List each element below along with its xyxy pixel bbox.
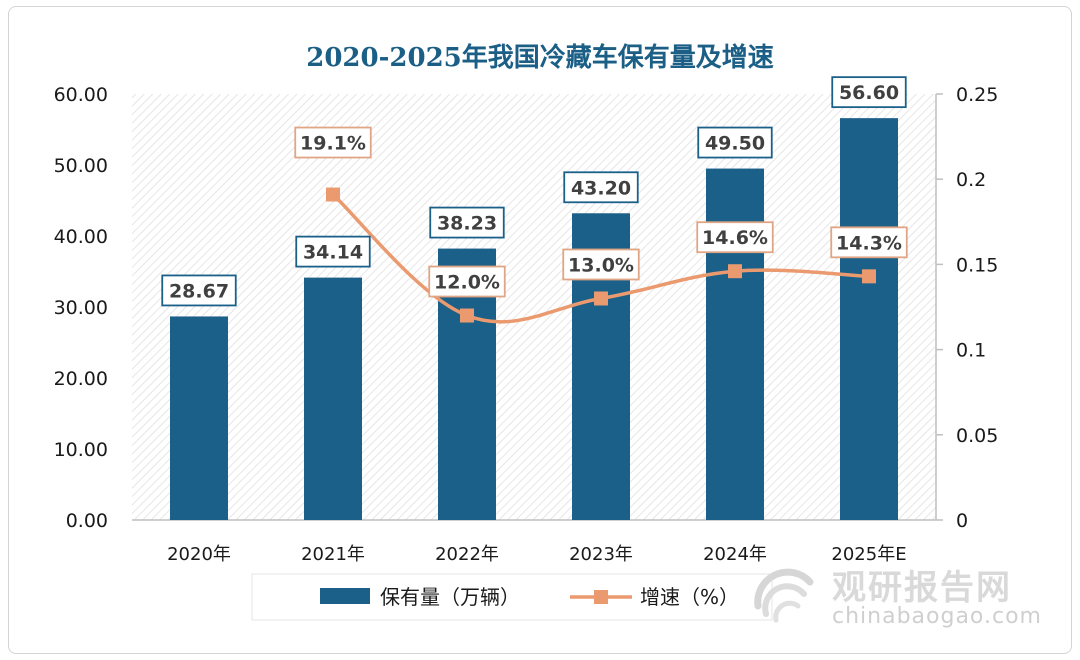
bar-data-label-box xyxy=(563,171,639,204)
line-marker xyxy=(326,187,340,202)
line-data-label-box xyxy=(696,221,774,254)
line-marker xyxy=(862,269,876,284)
bar xyxy=(706,168,764,521)
x-tick-label: 2021年 xyxy=(301,544,365,565)
y-right-tick-label: 0.25 xyxy=(956,84,998,106)
x-tick-label: 2023年 xyxy=(569,544,633,565)
bar xyxy=(170,316,228,520)
x-tick-label: 2024年 xyxy=(703,544,767,565)
line-data-label-box xyxy=(562,248,640,281)
bar-data-label-box xyxy=(697,126,773,159)
y-right-tick-label: 0.15 xyxy=(956,254,998,276)
bar-data-label: 49.50 xyxy=(705,133,765,155)
line-data-label: 19.1% xyxy=(300,133,366,155)
data-labels: 28.67 34.14 38.23 43.20 49.50 56.60 19.1% 12.0%… xyxy=(161,76,908,307)
axes: 0.00 10.00 20.00 30.00 40.00 50.00 60.00 0 0.05 0… xyxy=(54,84,999,565)
bar-data-label-box xyxy=(161,274,237,307)
y-left-tick-label: 0.00 xyxy=(66,510,108,532)
x-tick-label: 2022年 xyxy=(435,544,499,565)
y-left-tick-label: 30.00 xyxy=(54,297,108,319)
bar-data-label: 56.60 xyxy=(839,82,899,104)
line-marker xyxy=(728,264,742,279)
line-data-label-box xyxy=(830,226,908,259)
legend: 保有量（万辆） 增速（%） xyxy=(251,573,773,621)
bar-data-label: 34.14 xyxy=(303,242,363,264)
line-data-label: 14.3% xyxy=(836,232,902,254)
y-left-tick-label: 60.00 xyxy=(54,84,108,106)
y-left-tick-label: 50.00 xyxy=(54,155,108,177)
y-right-tick-label: 0.05 xyxy=(956,425,998,447)
watermark-logo-icon xyxy=(754,568,814,623)
y-left-tick-label: 10.00 xyxy=(54,439,108,461)
y-left-tick-label: 20.00 xyxy=(54,368,108,390)
x-tick-label: 2020年 xyxy=(167,544,231,565)
legend-swatch-bar xyxy=(320,588,370,604)
bar-data-label: 38.23 xyxy=(437,213,497,235)
x-tick-label: 2025年E xyxy=(831,544,906,565)
bar xyxy=(840,118,898,520)
watermark: 观研报告网 chinabaogao.com xyxy=(752,560,1052,640)
line-data-label-box xyxy=(294,126,372,159)
chart-title: 2020-2025年我国冷藏车保有量及增速 xyxy=(306,42,774,73)
bar-data-label-box xyxy=(429,206,505,239)
line-marker xyxy=(594,291,608,306)
line-series xyxy=(326,187,876,324)
legend-label-bar: 保有量（万辆） xyxy=(380,585,520,609)
bar-data-label-box xyxy=(295,235,371,268)
line-marker xyxy=(460,308,474,323)
line-data-label: 12.0% xyxy=(434,272,500,294)
line-data-label: 14.6% xyxy=(702,227,768,249)
bar-data-label-box xyxy=(831,76,907,109)
bar-data-label: 28.67 xyxy=(169,280,229,302)
watermark-site: chinabaogao.com xyxy=(832,604,1042,629)
legend-swatch-marker xyxy=(594,590,608,604)
plot-area xyxy=(132,94,936,520)
legend-label-line: 增速（%） xyxy=(640,585,739,609)
bar-data-label: 43.20 xyxy=(571,177,631,199)
bar xyxy=(304,277,362,520)
y-left-tick-label: 40.00 xyxy=(54,226,108,248)
y-right-tick-label: 0.2 xyxy=(956,169,986,191)
line-data-label: 13.0% xyxy=(568,254,634,276)
watermark-name: 观研报告网 xyxy=(832,568,1012,608)
y-right-tick-label: 0 xyxy=(956,510,968,532)
y-right-tick-label: 0.1 xyxy=(956,340,986,362)
line-data-label-box xyxy=(428,265,506,298)
